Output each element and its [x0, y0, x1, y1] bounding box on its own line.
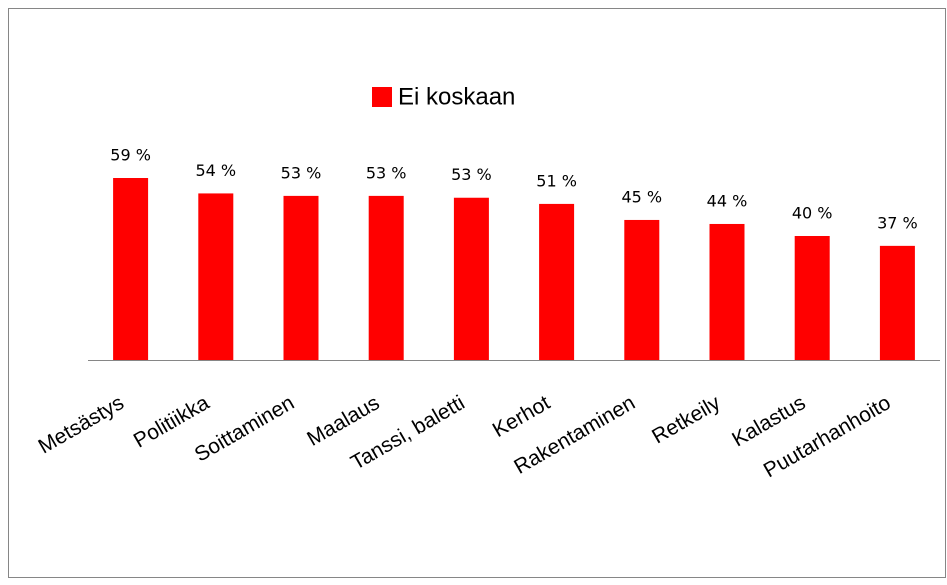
data-label: 54 % [195, 161, 236, 180]
bar [113, 178, 149, 360]
legend-swatch [372, 87, 392, 107]
bar [709, 223, 745, 360]
data-label: 53 % [366, 163, 407, 182]
bar [879, 245, 915, 360]
bar [453, 197, 489, 360]
legend-label: Ei koskaan [398, 83, 515, 110]
data-label: 53 % [281, 163, 322, 182]
bar [539, 203, 575, 360]
data-label: 59 % [110, 146, 151, 165]
data-label: 40 % [792, 203, 833, 222]
bar [368, 195, 404, 360]
bar [283, 195, 319, 360]
bar [624, 219, 660, 360]
data-label: 37 % [877, 213, 918, 232]
data-label: 53 % [451, 165, 492, 184]
data-label: 45 % [621, 187, 662, 206]
bar [794, 235, 830, 360]
bar [198, 193, 234, 360]
data-label: 51 % [536, 171, 577, 190]
data-label: 44 % [707, 191, 748, 210]
